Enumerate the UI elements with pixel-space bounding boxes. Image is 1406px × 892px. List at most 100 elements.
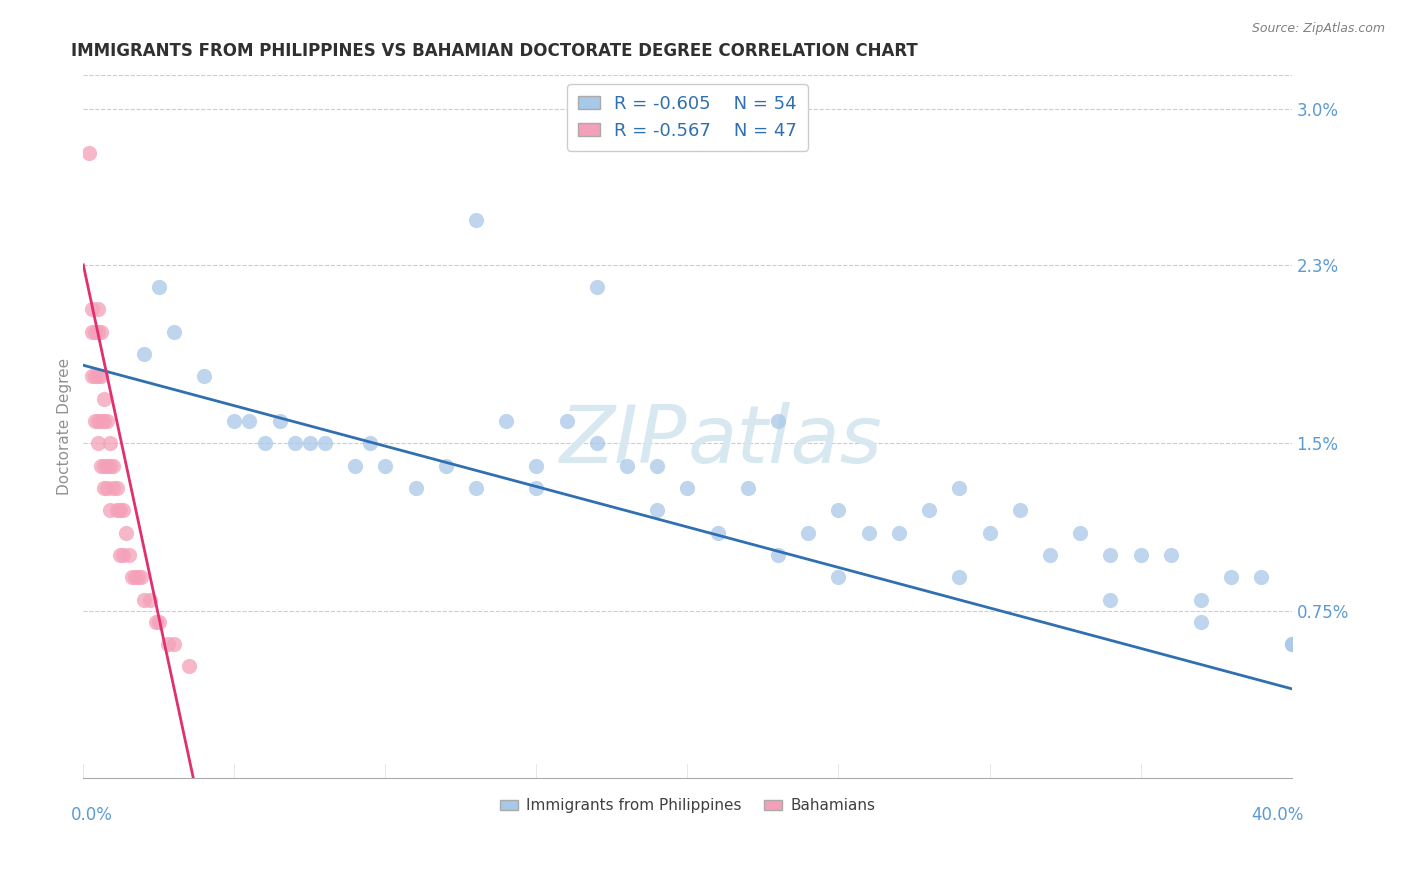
Point (224, 414, 246, 428)
Point (1281, 637, 1303, 651)
Point (129, 570, 152, 584)
Point (82, 369, 104, 384)
Point (127, 570, 149, 584)
Point (344, 458, 367, 473)
Point (465, 481, 488, 495)
Point (1039, 548, 1062, 562)
Point (585, 280, 607, 294)
Point (105, 503, 128, 517)
Point (96, 481, 118, 495)
Point (405, 481, 427, 495)
Point (108, 548, 131, 562)
Point (93, 414, 115, 428)
Point (1220, 570, 1243, 584)
Point (1160, 548, 1182, 562)
Point (84, 369, 107, 384)
Point (948, 481, 970, 495)
Point (737, 481, 759, 495)
Point (645, 458, 668, 473)
Point (766, 414, 789, 428)
Point (103, 458, 125, 473)
Point (238, 414, 260, 428)
Point (90, 414, 112, 428)
Text: 0.0%: 0.0% (72, 806, 112, 824)
Point (374, 458, 396, 473)
Point (1099, 592, 1122, 607)
Point (827, 570, 849, 584)
Point (103, 481, 125, 495)
Point (163, 325, 186, 339)
Point (93, 392, 115, 406)
Point (79, 146, 101, 161)
Point (84, 414, 107, 428)
Legend: Immigrants from Philippines, Bahamians: Immigrants from Philippines, Bahamians (494, 792, 882, 820)
Point (526, 458, 548, 473)
Point (797, 525, 820, 540)
Point (93, 481, 115, 495)
Point (314, 436, 336, 450)
Text: IMMIGRANTS FROM PHILIPPINES VS BAHAMIAN DOCTORATE DEGREE CORRELATION CHART: IMMIGRANTS FROM PHILIPPINES VS BAHAMIAN … (72, 42, 918, 60)
Point (132, 592, 155, 607)
Point (84, 325, 107, 339)
Point (100, 458, 122, 473)
Point (177, 659, 200, 673)
Point (114, 525, 136, 540)
Point (887, 525, 910, 540)
Point (193, 369, 215, 384)
Point (82, 325, 104, 339)
Point (979, 525, 1001, 540)
Point (827, 503, 849, 517)
Point (858, 525, 880, 540)
Point (100, 436, 122, 450)
Text: Source: ZipAtlas.com: Source: ZipAtlas.com (1251, 22, 1385, 36)
Text: 40.0%: 40.0% (1251, 806, 1303, 824)
Point (1129, 548, 1152, 562)
Point (148, 615, 170, 629)
Point (616, 458, 638, 473)
Point (645, 503, 668, 517)
Point (585, 436, 607, 450)
Point (121, 570, 143, 584)
Point (269, 414, 291, 428)
Y-axis label: Doctorate Degree: Doctorate Degree (58, 358, 72, 495)
Point (434, 458, 457, 473)
Point (706, 525, 728, 540)
Point (100, 503, 122, 517)
Point (918, 503, 941, 517)
Point (1281, 637, 1303, 651)
Point (156, 637, 179, 651)
Point (1099, 548, 1122, 562)
Text: ZIP: ZIP (560, 401, 688, 480)
Point (132, 347, 155, 361)
Point (90, 325, 112, 339)
Point (124, 570, 146, 584)
Point (495, 414, 517, 428)
Point (253, 436, 276, 450)
Text: atlas: atlas (688, 401, 882, 480)
Point (1008, 503, 1031, 517)
Point (948, 570, 970, 584)
Point (117, 548, 139, 562)
Point (111, 548, 134, 562)
Point (93, 458, 115, 473)
Point (555, 414, 578, 428)
Point (87, 325, 110, 339)
Point (1189, 615, 1212, 629)
Point (87, 414, 110, 428)
Point (105, 481, 128, 495)
Point (145, 615, 167, 629)
Point (1189, 592, 1212, 607)
Point (108, 503, 131, 517)
Point (87, 436, 110, 450)
Point (111, 503, 134, 517)
Point (96, 414, 118, 428)
Point (298, 436, 321, 450)
Point (676, 481, 699, 495)
Point (526, 481, 548, 495)
Point (1069, 525, 1091, 540)
Point (359, 436, 381, 450)
Point (96, 458, 118, 473)
Point (148, 280, 170, 294)
Point (90, 369, 112, 384)
Point (90, 458, 112, 473)
